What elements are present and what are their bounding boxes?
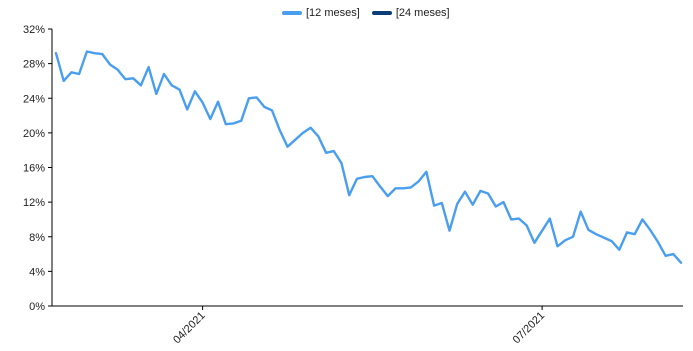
y-tick-label: 32% <box>23 24 45 36</box>
y-tick-label: 4% <box>29 266 45 278</box>
y-tick-label: 12% <box>23 197 45 209</box>
series-lines <box>54 50 683 264</box>
x-axis-ticks: 04/2021 07/2021 <box>171 306 547 346</box>
y-tick-label: 28% <box>23 59 45 71</box>
x-tick-label: 04/2021 <box>171 310 208 347</box>
y-tick-label: 16% <box>23 163 45 175</box>
x-tick-label: 07/2021 <box>511 310 548 347</box>
legend-swatch-24-meses <box>371 11 392 15</box>
legend-item-12-meses[interactable]: [12 meses] <box>282 7 360 19</box>
legend-label-12-meses: [12 meses] <box>306 7 360 19</box>
legend-swatch-12-meses <box>282 11 302 15</box>
y-tick-label: 8% <box>29 232 45 244</box>
legend: [12 meses] [24 meses] <box>282 7 462 19</box>
y-tick-label: 0% <box>29 301 45 313</box>
y-axis-ticks: 0% 4% 8% 12% 16% 20% 24% 28% 32% <box>23 24 52 313</box>
series-line-0 <box>54 50 683 264</box>
legend-item-24-meses[interactable]: [24 meses] <box>371 7 450 19</box>
legend-label-24-meses: [24 meses] <box>395 7 450 19</box>
y-tick-label: 20% <box>23 128 45 140</box>
y-tick-label: 24% <box>23 93 45 105</box>
